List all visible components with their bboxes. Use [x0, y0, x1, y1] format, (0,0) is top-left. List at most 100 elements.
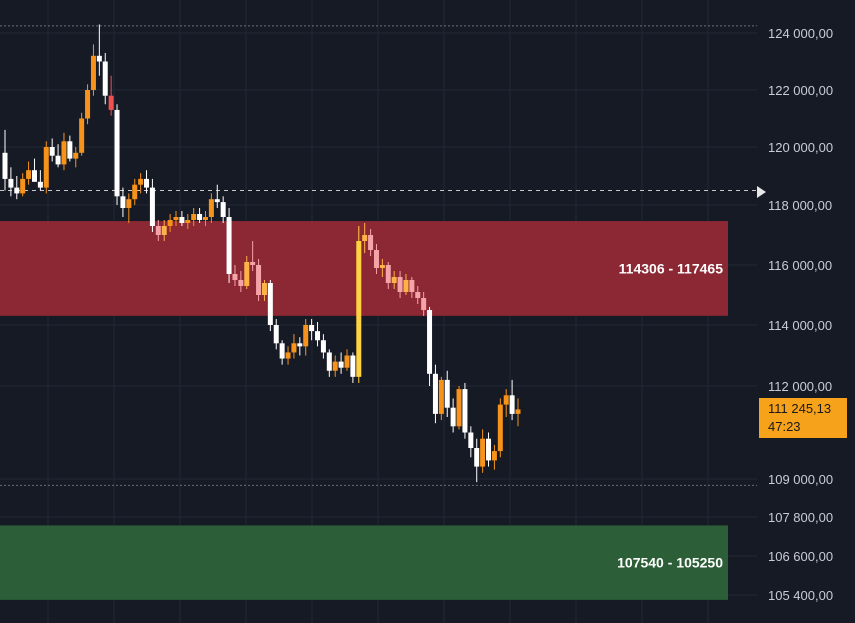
candle	[155, 220, 161, 241]
candle-body	[220, 202, 226, 217]
candle	[220, 196, 226, 223]
candle	[161, 220, 167, 241]
candle	[61, 132, 67, 171]
support-zone	[0, 525, 728, 600]
candle-body	[509, 395, 515, 414]
candle	[102, 52, 108, 105]
candle-body	[480, 438, 486, 467]
candle	[303, 319, 309, 356]
candle	[96, 24, 102, 76]
candle	[173, 211, 179, 226]
y-axis[interactable]: 124 000,00 122 000,00 120 000,00 118 000,00…	[768, 26, 833, 603]
candle-body	[309, 325, 315, 332]
candle-body	[85, 90, 91, 119]
candle	[149, 178, 155, 232]
candle-body	[415, 292, 421, 298]
candle	[138, 173, 144, 194]
candle-body	[279, 343, 285, 359]
candle	[421, 292, 427, 316]
candle	[244, 256, 250, 289]
y-axis-tick-label: 122 000,00	[768, 83, 833, 98]
candle-body	[197, 214, 203, 220]
candle-body	[90, 55, 96, 90]
candle	[509, 379, 515, 421]
candle-body	[250, 262, 256, 265]
candle-body	[450, 407, 456, 427]
candle-body	[55, 155, 61, 165]
candle-body	[179, 217, 185, 223]
y-axis-tick-label: 114 000,00	[768, 318, 832, 333]
current-price-tag: 111 245,13 47:23	[759, 398, 847, 438]
candle	[197, 208, 203, 223]
candle	[450, 398, 456, 433]
candle-body	[167, 220, 173, 226]
candle-body	[368, 235, 374, 250]
candle-body	[468, 432, 474, 448]
candle	[403, 274, 409, 295]
candle-body	[385, 265, 391, 283]
candle	[385, 262, 391, 289]
candle-body	[503, 395, 509, 405]
candle	[503, 389, 509, 417]
candle	[350, 352, 356, 383]
candle	[356, 226, 362, 383]
candle	[368, 229, 374, 256]
candle-body	[303, 325, 309, 347]
support-zone-label: 107540 - 105250	[617, 555, 723, 571]
candle	[43, 141, 49, 194]
candle	[14, 176, 20, 200]
y-axis-tick-label: 107 800,00	[768, 510, 833, 525]
candle-body	[126, 199, 132, 208]
candle-body	[515, 409, 521, 414]
candle	[373, 244, 379, 274]
candle	[497, 398, 503, 458]
candle-body	[315, 331, 321, 341]
candle-body	[96, 55, 102, 62]
candle-body	[497, 404, 503, 452]
candle	[309, 319, 315, 341]
y-axis-tick-label: 124 000,00	[768, 26, 833, 41]
candle	[55, 144, 61, 168]
candle	[85, 84, 91, 125]
candle-body	[37, 181, 43, 188]
candle-body	[267, 283, 273, 325]
candle	[49, 138, 55, 162]
candle-body	[244, 262, 250, 286]
candle	[415, 286, 421, 304]
candle	[2, 129, 8, 191]
current-price-marker-icon	[757, 186, 766, 198]
candle-body	[379, 265, 385, 268]
candle	[326, 349, 332, 377]
candle	[132, 178, 138, 205]
candle	[486, 432, 492, 467]
candle-body	[155, 226, 161, 235]
candle	[432, 364, 438, 424]
candle-body	[2, 152, 8, 179]
candle	[232, 265, 238, 286]
candle	[8, 167, 14, 197]
candle	[261, 280, 267, 301]
candle-body	[67, 141, 73, 159]
candle	[409, 277, 415, 298]
candle	[108, 75, 114, 116]
candle	[397, 271, 403, 298]
y-axis-tick-label: 116 000,00	[768, 258, 832, 273]
candle	[238, 271, 244, 292]
candle	[167, 214, 173, 232]
candle-body	[344, 355, 350, 368]
candle-body	[273, 325, 279, 344]
candle-body	[185, 220, 191, 223]
candle	[285, 346, 291, 365]
candle	[444, 370, 450, 417]
candle	[120, 187, 126, 217]
y-axis-tick-label: 118 000,00	[768, 198, 832, 213]
candle	[208, 193, 214, 223]
candle	[20, 173, 26, 197]
candle	[480, 429, 486, 473]
candle-body	[427, 310, 433, 374]
y-axis-tick-label: 106 600,00	[768, 549, 833, 564]
candle-body	[144, 178, 150, 188]
resistance-zone-label: 114306 - 117465	[619, 260, 724, 276]
candle	[144, 170, 150, 194]
